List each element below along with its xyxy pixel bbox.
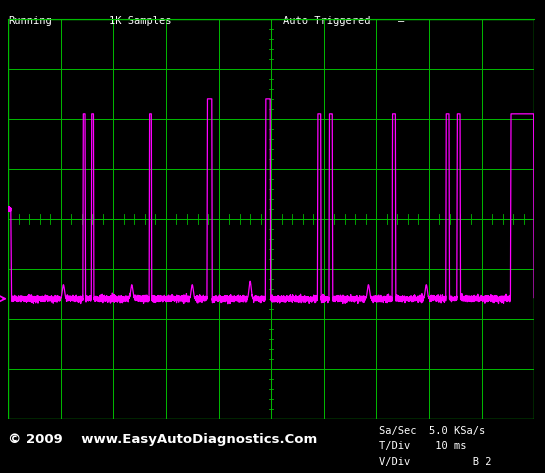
- Text: —: —: [398, 16, 404, 26]
- Text: Sa/Sec  5.0 KSa/s: Sa/Sec 5.0 KSa/s: [379, 426, 485, 436]
- Text: © 2009    www.EasyAutoDiagnostics.Com: © 2009 www.EasyAutoDiagnostics.Com: [8, 433, 317, 446]
- Text: T/Div    10 ms: T/Div 10 ms: [379, 441, 467, 451]
- Text: Auto Triggered: Auto Triggered: [283, 16, 371, 26]
- Text: 1K Samples: 1K Samples: [109, 16, 172, 26]
- Text: V/Div          B 2: V/Div B 2: [379, 457, 491, 467]
- Text: Running: Running: [8, 16, 52, 26]
